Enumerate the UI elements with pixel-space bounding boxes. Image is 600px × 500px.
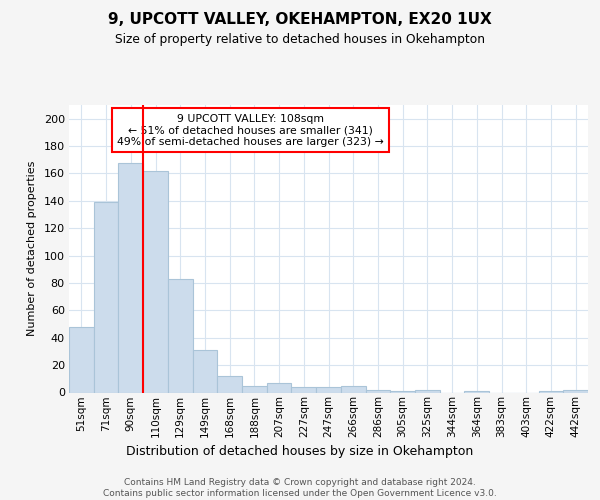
Bar [563, 390, 588, 392]
Bar [341, 386, 365, 392]
Text: Distribution of detached houses by size in Okehampton: Distribution of detached houses by size … [127, 445, 473, 458]
Bar [193, 350, 217, 393]
Text: 9, UPCOTT VALLEY, OKEHAMPTON, EX20 1UX: 9, UPCOTT VALLEY, OKEHAMPTON, EX20 1UX [108, 12, 492, 28]
Bar [539, 391, 563, 392]
Bar [143, 170, 168, 392]
Bar [390, 391, 415, 392]
Text: Contains HM Land Registry data © Crown copyright and database right 2024.
Contai: Contains HM Land Registry data © Crown c… [103, 478, 497, 498]
Bar [217, 376, 242, 392]
Bar [365, 390, 390, 392]
Bar [415, 390, 440, 392]
Text: 9 UPCOTT VALLEY: 108sqm
← 51% of detached houses are smaller (341)
49% of semi-d: 9 UPCOTT VALLEY: 108sqm ← 51% of detache… [117, 114, 384, 147]
Bar [292, 387, 316, 392]
Y-axis label: Number of detached properties: Number of detached properties [27, 161, 37, 336]
Bar [316, 387, 341, 392]
Bar [94, 202, 118, 392]
Bar [464, 391, 489, 392]
Bar [242, 386, 267, 392]
Bar [69, 327, 94, 392]
Bar [267, 383, 292, 392]
Bar [168, 279, 193, 392]
Text: Size of property relative to detached houses in Okehampton: Size of property relative to detached ho… [115, 32, 485, 46]
Bar [118, 162, 143, 392]
